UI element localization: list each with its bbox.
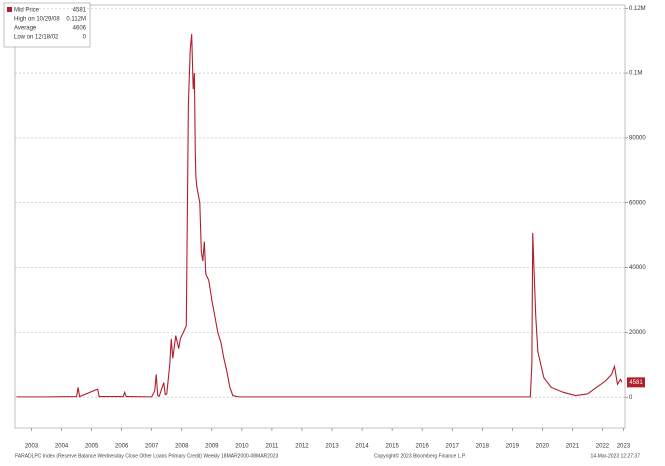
legend-low-value: 0 — [83, 35, 87, 41]
y-tick-label: 0 — [629, 395, 633, 401]
legend-high-value: 0.112M — [66, 17, 86, 23]
y-tick-label: 40000 — [629, 265, 646, 271]
x-tick-label: 2010 — [235, 444, 249, 450]
y-tick-label: 0.1M — [629, 71, 642, 77]
x-tick-label: 2013 — [325, 444, 339, 450]
footer-left: FARADLPC Index (Reserve Balance Wednesda… — [15, 453, 278, 459]
x-tick-label: 2007 — [145, 444, 159, 450]
x-tick-label: 2020 — [536, 444, 550, 450]
x-tick-label: 2005 — [85, 444, 99, 450]
x-tick-label: 2022 — [596, 444, 610, 450]
footer-center: Copyright© 2023 Bloomberg Finance L.P. — [374, 452, 466, 459]
plot-frame — [14, 4, 626, 429]
x-tick-label: 2018 — [476, 444, 490, 450]
last-value-box — [627, 377, 645, 388]
x-tick-label: 2021 — [566, 444, 580, 450]
last-value-label: 4581 — [629, 380, 643, 386]
y-tick-label: 80000 — [629, 135, 646, 141]
legend-value: 4581 — [73, 8, 87, 14]
legend-average-label: Average — [14, 26, 37, 32]
x-tick-label: 2009 — [205, 444, 219, 450]
x-tick-label: 2017 — [446, 444, 460, 450]
x-tick-label: 2014 — [355, 444, 369, 450]
y-tick-label: 20000 — [629, 330, 646, 336]
data-line — [16, 34, 623, 398]
y-tick-label: 0.12M — [629, 6, 646, 12]
legend: Mid Price 4581 High on 10/29/08 0.112M A… — [3, 2, 91, 48]
x-tick-label: 2019 — [506, 444, 520, 450]
legend-swatch — [7, 7, 12, 12]
legend-box — [3, 2, 91, 48]
x-tick-label: 2023 — [617, 444, 631, 450]
legend-low-label: Low on 12/18/02 — [14, 35, 59, 41]
x-tick-label: 2012 — [295, 444, 309, 450]
legend-name: Mid Price — [14, 8, 40, 14]
x-tick-label: 2011 — [265, 444, 279, 450]
x-tick-label: 2006 — [115, 444, 129, 450]
x-tick-label: 2008 — [175, 444, 189, 450]
x-tick-label: 2015 — [385, 444, 399, 450]
legend-average-value: 4606 — [73, 26, 87, 32]
x-tick-label: 2004 — [55, 444, 69, 450]
y-tick-label: 60000 — [629, 200, 646, 206]
x-tick-label: 2016 — [415, 444, 429, 450]
legend-high-label: High on 10/29/08 — [14, 17, 60, 23]
footer-right: 14-Mar-2023 12:27:37 — [591, 453, 641, 459]
x-tick-label: 2003 — [25, 444, 39, 450]
